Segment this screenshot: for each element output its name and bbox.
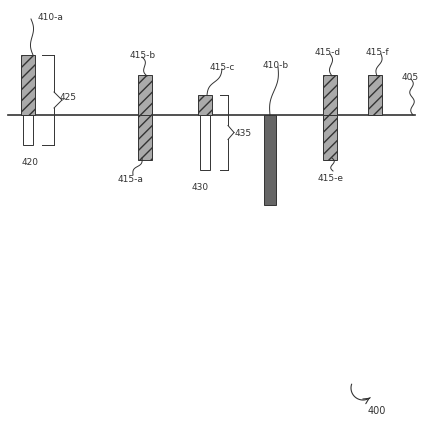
Bar [138, 115, 152, 160]
Text: 415-f: 415-f [366, 48, 390, 57]
Text: 420: 420 [22, 158, 39, 167]
Text: 415-d: 415-d [315, 48, 341, 57]
Bar [21, 55, 35, 115]
Bar [198, 95, 212, 115]
Text: 425: 425 [60, 92, 77, 102]
Text: 415-a: 415-a [118, 175, 144, 184]
Bar [368, 75, 382, 115]
Text: 410-a: 410-a [38, 13, 64, 22]
Text: 415-e: 415-e [318, 174, 344, 183]
Bar [323, 75, 337, 115]
Bar [264, 115, 276, 205]
Text: 415-b: 415-b [130, 51, 156, 60]
Text: 400: 400 [368, 406, 386, 416]
Bar [323, 115, 337, 160]
Text: 405: 405 [402, 73, 419, 82]
Text: 410-b: 410-b [263, 61, 289, 70]
Bar [200, 115, 210, 170]
Bar [138, 75, 152, 115]
Text: 430: 430 [191, 183, 209, 192]
Text: 435: 435 [235, 128, 252, 138]
Text: 415-c: 415-c [210, 63, 236, 72]
Bar [23, 115, 33, 145]
